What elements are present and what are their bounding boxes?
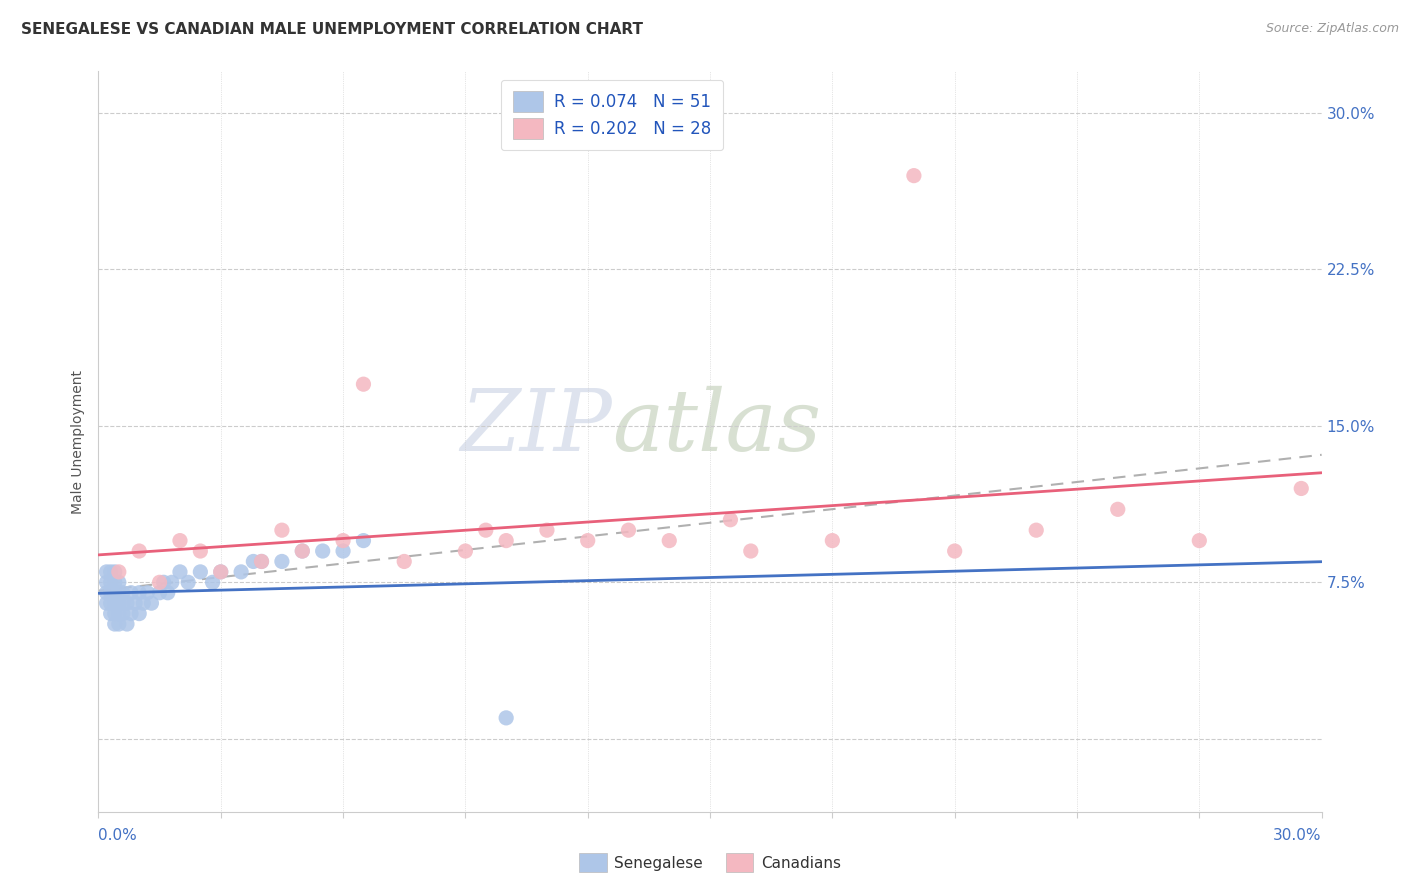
Point — [111, 607, 134, 621]
Point — [96, 575, 118, 590]
Text: ZIP: ZIP — [460, 385, 612, 468]
Point — [495, 533, 517, 548]
Point — [536, 523, 558, 537]
Point — [124, 596, 146, 610]
Point — [100, 565, 122, 579]
Point — [111, 596, 134, 610]
Point — [188, 544, 212, 558]
Point — [474, 523, 498, 537]
Point — [108, 617, 131, 632]
Point — [108, 586, 131, 600]
Point — [658, 533, 681, 548]
Point — [104, 596, 127, 610]
Point — [617, 523, 640, 537]
Point — [149, 586, 172, 600]
Point — [104, 617, 127, 632]
Point — [352, 377, 374, 392]
Point — [108, 607, 131, 621]
Point — [136, 586, 159, 600]
Point — [128, 544, 150, 558]
Point — [104, 575, 127, 590]
Point — [903, 169, 925, 183]
Point — [108, 565, 131, 579]
Point — [169, 565, 191, 579]
Point — [242, 554, 264, 568]
Point — [188, 565, 212, 579]
Point — [104, 565, 127, 579]
Text: 0.0%: 0.0% — [98, 829, 138, 844]
Point — [132, 596, 155, 610]
Y-axis label: Male Unemployment: Male Unemployment — [72, 369, 86, 514]
Point — [201, 575, 224, 590]
Point — [104, 607, 127, 621]
Point — [156, 586, 179, 600]
Point — [169, 533, 191, 548]
Point — [312, 544, 335, 558]
Point — [1188, 533, 1211, 548]
Point — [100, 596, 122, 610]
Point — [128, 607, 150, 621]
Point — [740, 544, 762, 558]
Point — [231, 565, 253, 579]
Point — [152, 575, 174, 590]
Point — [291, 544, 314, 558]
Point — [115, 617, 138, 632]
Point — [111, 586, 134, 600]
Point — [96, 596, 118, 610]
Point — [454, 544, 477, 558]
Point — [332, 544, 354, 558]
Point — [108, 575, 131, 590]
Point — [720, 513, 742, 527]
Point — [177, 575, 200, 590]
Point — [250, 554, 273, 568]
Point — [821, 533, 844, 548]
Point — [160, 575, 183, 590]
Point — [1025, 523, 1047, 537]
Point — [270, 554, 294, 568]
Point — [115, 596, 138, 610]
Point — [100, 586, 122, 600]
Point — [576, 533, 599, 548]
Point — [96, 565, 118, 579]
Point — [100, 607, 122, 621]
Point — [108, 596, 131, 610]
Text: atlas: atlas — [612, 385, 821, 468]
Text: Source: ZipAtlas.com: Source: ZipAtlas.com — [1265, 22, 1399, 36]
Point — [392, 554, 416, 568]
Point — [128, 586, 150, 600]
Point — [1291, 482, 1313, 496]
Point — [209, 565, 232, 579]
Text: 30.0%: 30.0% — [1274, 829, 1322, 844]
Point — [943, 544, 966, 558]
Point — [141, 596, 163, 610]
Point — [120, 586, 142, 600]
Point — [332, 533, 354, 548]
Point — [120, 607, 142, 621]
Point — [104, 586, 127, 600]
Point — [1107, 502, 1129, 516]
Point — [149, 575, 172, 590]
Text: SENEGALESE VS CANADIAN MALE UNEMPLOYMENT CORRELATION CHART: SENEGALESE VS CANADIAN MALE UNEMPLOYMENT… — [21, 22, 643, 37]
Point — [495, 711, 517, 725]
Point — [250, 554, 273, 568]
Point — [209, 565, 232, 579]
Point — [352, 533, 374, 548]
Point — [96, 586, 118, 600]
Legend: Senegalese, Canadians: Senegalese, Canadians — [574, 847, 846, 878]
Point — [100, 575, 122, 590]
Point — [291, 544, 314, 558]
Point — [270, 523, 294, 537]
